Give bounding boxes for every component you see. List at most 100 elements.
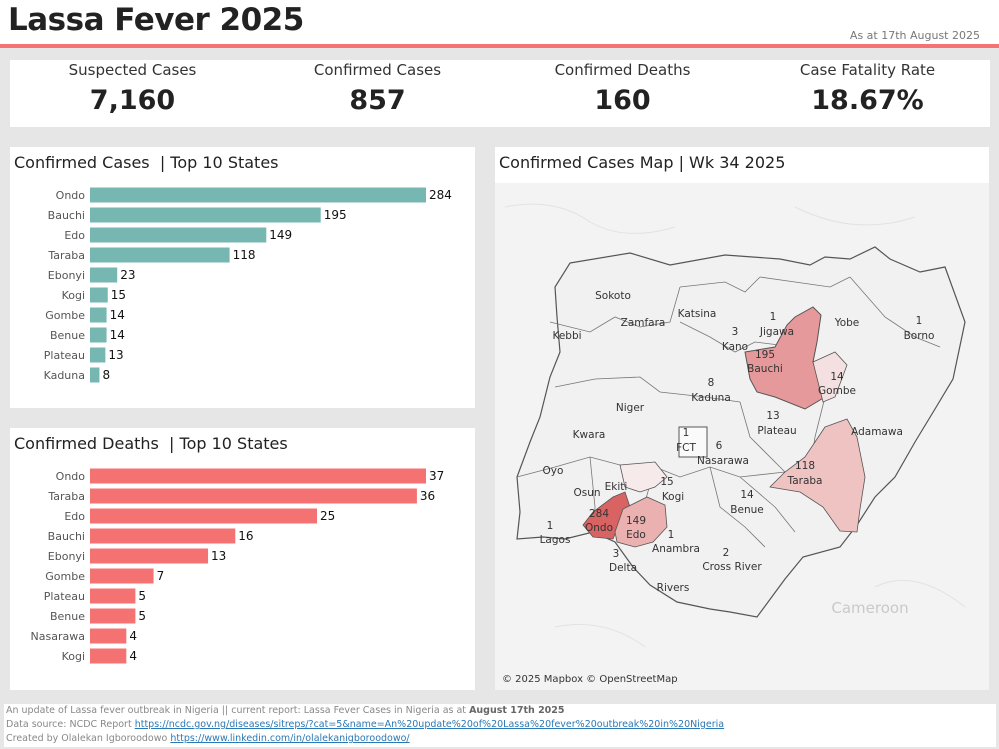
deaths-bar[interactable] [90,508,318,524]
map-state-name: Jigawa [759,326,794,338]
deaths-bar[interactable] [90,468,426,484]
cases-value-label: 15 [111,288,126,302]
deaths-bar[interactable] [90,548,209,564]
kpi-value: 160 [594,85,651,116]
cases-value-label: 284 [429,188,452,202]
deaths-bar[interactable] [90,648,127,664]
kpi-confirmed-deaths[interactable]: Confirmed Deaths 160 [500,60,745,127]
map-state-value: 2 [723,547,730,559]
cases-bar[interactable] [90,307,107,323]
cases-bar[interactable] [90,187,426,203]
kpi-value: 857 [349,85,406,116]
deaths-category-label: Bauchi [48,530,85,543]
kpi-suspected-cases[interactable]: Suspected Cases 7,160 [10,60,255,127]
deaths-bar[interactable] [90,528,236,544]
kpi-confirmed-cases[interactable]: Confirmed Cases 857 [255,60,500,127]
cases-category-label: Ebonyi [48,269,85,282]
deaths-chart-title: Confirmed Deaths | Top 10 States [14,434,288,453]
header-accent-line [0,44,999,48]
map-state-name: Cross River [702,561,762,573]
map-state-value: 195 [755,349,775,361]
state-gombe[interactable] [812,351,848,403]
cases-category-label: Kaduna [44,369,85,382]
author-link[interactable]: https://www.linkedin.com/in/olalekanigbo… [170,733,410,744]
kpi-panel: Suspected Cases 7,160 Confirmed Cases 85… [10,60,990,127]
deaths-bar[interactable] [90,588,136,604]
cases-value-label: 13 [108,348,123,362]
map-state-name: Nasarawa [697,455,749,467]
header-bar: Lassa Fever 2025 As at 17th August 2025 [0,0,999,46]
cases-bar[interactable] [90,267,118,283]
kpi-case-fatality-rate[interactable]: Case Fatality Rate 18.67% [745,60,990,127]
deaths-bar[interactable] [90,608,136,624]
deaths-bar[interactable] [90,488,417,504]
deaths-category-label: Kogi [62,650,85,663]
cases-value-label: 8 [102,368,110,382]
map-state-name: Kano [722,341,748,353]
state-edo[interactable] [614,496,668,548]
map-state-value: 1 [683,427,690,439]
cases-category-label: Plateau [44,349,85,362]
state-bauchi[interactable] [744,306,826,410]
footer-credit: Created by Olalekan Igboroodowo https://… [6,733,410,744]
cases-bar[interactable] [90,287,108,303]
deaths-value-label: 37 [429,469,444,483]
map-terrain-lines [504,203,966,648]
cases-value-label: 14 [110,308,125,322]
kpi-value: 7,160 [89,85,176,116]
kpi-value: 18.67% [811,85,924,116]
cases-bar[interactable] [90,327,107,343]
map-state-name: Plateau [757,425,796,437]
cases-bar-chart: Ondo 284 Bauchi 195 Edo 149 Taraba 118 Ebonyi 23 K… [44,187,452,383]
map-label-layer: Sokoto Zamfara Katsina Kano 3 Jigawa 1 Yobe Born… [540,290,935,617]
deaths-category-label: Ebonyi [48,550,85,563]
map-state-name: Benue [730,504,763,516]
map-state-value: 118 [795,460,815,472]
map-state-value: 13 [766,410,779,422]
deaths-value-label: 5 [138,609,146,623]
deaths-category-label: Plateau [44,590,85,603]
cases-bar[interactable] [90,207,321,223]
cases-category-label: Benue [50,329,85,342]
deaths-bar[interactable] [90,628,127,644]
state-taraba[interactable] [769,418,866,533]
cases-choropleth-map[interactable]: Sokoto Zamfara Katsina Kano 3 Jigawa 1 Yobe Born… [495,147,989,690]
map-state-name: Borno [904,330,935,342]
map-state-value: 8 [708,377,715,389]
map-state-name: Anambra [652,543,700,555]
cases-bar[interactable] [90,227,267,243]
footer: An update of Lassa fever outbreak in Nig… [4,704,996,747]
map-state-value: 1 [916,315,923,327]
cases-value-label: 195 [324,208,347,222]
kpi-label: Suspected Cases [68,61,197,79]
cases-value-label: 23 [120,268,135,282]
kpi-label: Confirmed Deaths [554,61,691,79]
map-state-value: 284 [589,508,609,520]
state-kogi[interactable] [619,461,668,493]
cases-category-label: Bauchi [48,209,85,222]
map-state-name: Ekiti [605,481,628,493]
deaths-chart-panel: Confirmed Deaths | Top 10 States Ondo 37 T… [10,428,475,690]
cases-bar[interactable] [90,367,100,383]
map-title: Confirmed Cases Map | Wk 34 2025 [499,153,786,172]
cases-bar[interactable] [90,247,230,263]
deaths-value-label: 13 [211,549,226,563]
state-fct[interactable] [678,426,708,458]
map-panel: Confirmed Cases Map | Wk 34 2025 Sokoto Z… [495,147,989,690]
map-state-name: Delta [609,562,637,574]
map-attribution: © 2025 Mapbox © OpenStreetMap [502,674,678,685]
map-state-name: Ondo [585,522,613,534]
map-state-name: Yobe [834,317,860,329]
deaths-category-label: Taraba [47,490,85,503]
map-state-value: 1 [770,311,777,323]
deaths-value-label: 16 [238,529,253,543]
map-state-name: FCT [676,442,696,454]
data-source-link[interactable]: https://ncdc.gov.ng/diseases/sitreps/?ca… [134,719,725,730]
deaths-bar[interactable] [90,568,154,584]
cases-bar[interactable] [90,347,106,363]
map-state-name: Osun [573,487,600,499]
cases-category-label: Taraba [47,249,85,262]
map-state-value: 14 [740,489,754,501]
cases-category-label: Edo [64,229,85,242]
map-state-value: 3 [613,548,620,560]
